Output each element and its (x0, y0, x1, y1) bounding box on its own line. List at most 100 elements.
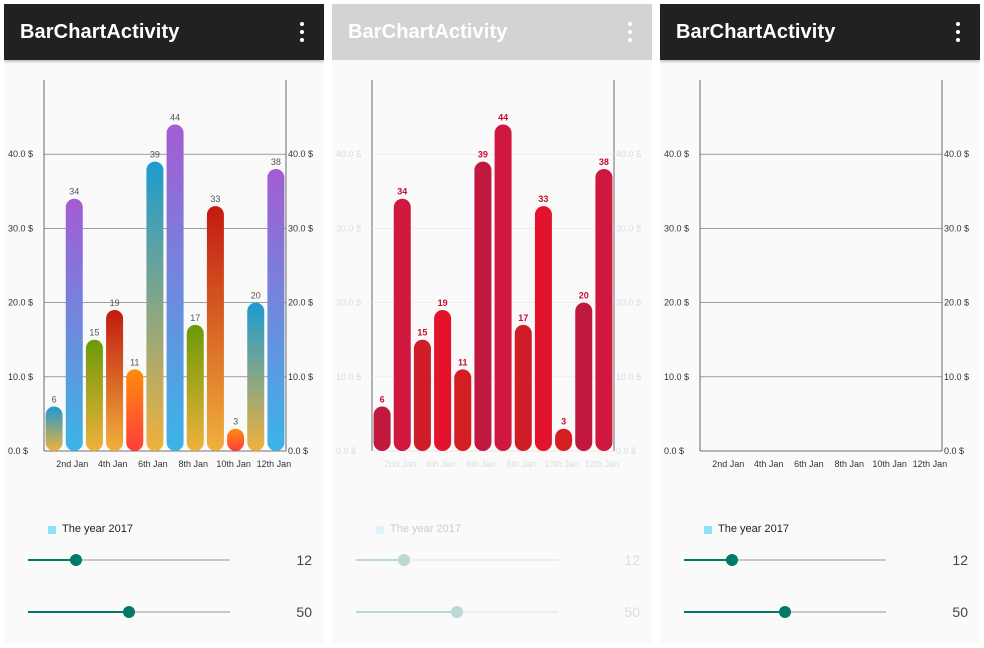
x-tick-label: 4th Jan (98, 459, 128, 469)
slider-fill (684, 611, 785, 613)
y-range-value: 50 (624, 604, 640, 620)
slider-thumb[interactable] (398, 554, 411, 566)
x-tick-label: 12th Jan (257, 459, 292, 469)
y-tick-label-left: 20.0 $ (664, 298, 689, 308)
bar (373, 406, 391, 451)
bar-chart[interactable]: 0.0 $ 0.0 $ 10.0 $ 10.0 $ 20.0 $ 20.0 $ 30.0 $… (4, 60, 324, 484)
y-tick-label-left: 20.0 $ (336, 298, 361, 308)
x-tick-label: 6th Jan (466, 459, 496, 469)
x-range-slider[interactable] (684, 548, 886, 572)
y-tick-label-right: 40.0 $ (944, 149, 969, 159)
y-range-slider[interactable] (684, 600, 886, 624)
x-tick-label: 6th Jan (794, 459, 824, 469)
slider-thumb[interactable] (779, 606, 791, 618)
bar (595, 169, 613, 451)
y-tick-label-right: 0.0 $ (944, 446, 964, 456)
app-bar: BarChartActivity (332, 4, 652, 60)
slider-thumb[interactable] (70, 554, 83, 566)
bar-value-label: 44 (170, 113, 180, 123)
bar-value-label: 33 (538, 194, 548, 204)
bar (227, 428, 245, 451)
bar-chart[interactable]: 0.0 $ 0.0 $ 10.0 $ 10.0 $ 20.0 $ 20.0 $ 30.0 $… (660, 60, 980, 484)
y-tick-label-right: 40.0 $ (288, 149, 313, 159)
x-range-value: 12 (952, 552, 968, 568)
x-tick-label: 8th Jan (506, 459, 536, 469)
x-range-value: 12 (624, 552, 640, 568)
y-tick-label-right: 30.0 $ (616, 223, 641, 233)
x-range-value: 12 (296, 552, 312, 568)
overflow-menu-icon[interactable] (946, 20, 970, 44)
y-tick-label-left: 10.0 $ (336, 372, 361, 382)
slider-thumb[interactable] (451, 606, 463, 618)
y-tick-label-left: 40.0 $ (664, 149, 689, 159)
y-range-slider[interactable] (356, 600, 558, 624)
x-tick-label: 10th Jan (872, 459, 907, 469)
bar (45, 406, 63, 451)
screen-panel-1: BarChartActivity 0.0 $ 0.0 $ 10.0 $ 10.0 $ 2… (4, 4, 324, 644)
bar-value-label: 11 (458, 357, 468, 367)
y-tick-label-right: 20.0 $ (944, 298, 969, 308)
x-tick-label: 4th Jan (426, 459, 456, 469)
bar (534, 206, 552, 451)
bar-value-label: 38 (271, 157, 281, 167)
bar-value-label: 39 (150, 150, 160, 160)
bar (146, 161, 164, 451)
bar-value-label: 39 (478, 150, 488, 160)
bar (454, 369, 472, 451)
legend-swatch (704, 526, 712, 534)
y-range-slider[interactable] (28, 600, 230, 624)
y-tick-label-right: 10.0 $ (944, 372, 969, 382)
legend-swatch (48, 526, 56, 534)
bar (186, 324, 204, 451)
overflow-menu-icon[interactable] (618, 20, 642, 44)
bar-value-label: 19 (438, 298, 448, 308)
x-range-slider[interactable] (356, 548, 558, 572)
bar-value-label: 20 (579, 291, 589, 301)
bar-value-label: 15 (89, 328, 99, 338)
slider-fill (28, 611, 129, 613)
bar (106, 310, 124, 451)
bar-value-label: 44 (498, 113, 508, 123)
x-tick-label: 12th Jan (913, 459, 948, 469)
x-range-slider[interactable] (28, 548, 230, 572)
y-tick-label-left: 0.0 $ (664, 446, 684, 456)
bar (126, 369, 144, 451)
x-tick-label: 2nd Jan (712, 459, 744, 469)
y-tick-label-right: 30.0 $ (288, 223, 313, 233)
app-title: BarChartActivity (20, 21, 180, 43)
slider-thumb[interactable] (726, 554, 739, 566)
y-tick-label-left: 30.0 $ (664, 223, 689, 233)
bar-chart[interactable]: 0.0 $ 0.0 $ 10.0 $ 10.0 $ 20.0 $ 20.0 $ 30.0 $… (332, 60, 652, 484)
screen-panel-3: BarChartActivity 0.0 $ 0.0 $ 10.0 $ 10.0 $ 2… (660, 4, 980, 644)
bar-value-label: 6 (52, 394, 57, 404)
y-tick-label-right: 20.0 $ (616, 298, 641, 308)
y-tick-label-right: 0.0 $ (288, 446, 308, 456)
bar (267, 169, 285, 451)
bar-value-label: 20 (251, 291, 261, 301)
y-tick-label-left: 10.0 $ (8, 372, 33, 382)
y-tick-label-right: 20.0 $ (288, 298, 313, 308)
overflow-menu-icon[interactable] (290, 20, 314, 44)
x-tick-label: 12th Jan (585, 459, 620, 469)
legend-label: The year 2017 (718, 523, 789, 535)
app-bar: BarChartActivity (4, 4, 324, 60)
bar (206, 206, 224, 451)
bar-value-label: 15 (417, 328, 427, 338)
legend-label: The year 2017 (390, 523, 461, 535)
bar-value-label: 33 (210, 194, 220, 204)
bar-value-label: 3 (233, 417, 238, 427)
bar (247, 302, 265, 451)
y-tick-label-left: 40.0 $ (8, 149, 33, 159)
y-tick-label-left: 30.0 $ (336, 223, 361, 233)
slider-thumb[interactable] (123, 606, 135, 618)
y-tick-label-left: 40.0 $ (336, 149, 361, 159)
y-tick-label-right: 40.0 $ (616, 149, 641, 159)
y-tick-label-right: 10.0 $ (616, 372, 641, 382)
bar (85, 339, 103, 451)
bar (575, 302, 593, 451)
y-tick-label-left: 30.0 $ (8, 223, 33, 233)
legend-label: The year 2017 (62, 523, 133, 535)
y-range-value: 50 (296, 604, 312, 620)
legend-swatch (376, 526, 384, 534)
y-tick-label-left: 10.0 $ (664, 372, 689, 382)
